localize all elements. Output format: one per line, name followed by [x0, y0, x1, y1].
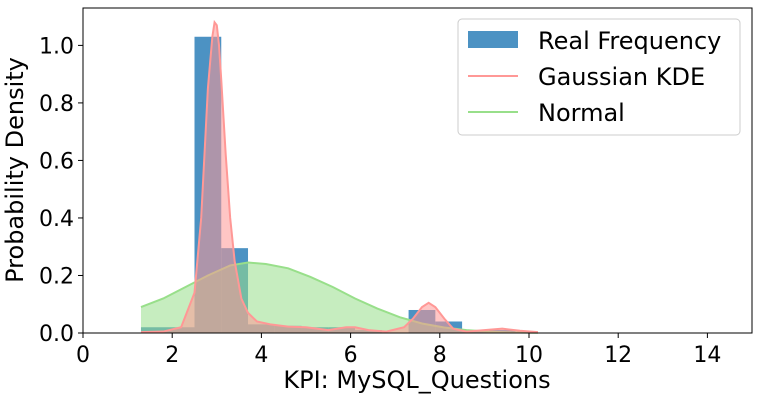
x-tick-label: 10: [515, 343, 543, 368]
legend-label-real-frequency: Real Frequency: [538, 27, 721, 55]
legend-box: [457, 18, 741, 136]
y-axis-label: Probability Density: [1, 57, 29, 283]
plot-frame: [82, 7, 753, 334]
plot-area: [140, 19, 539, 334]
y-tick-label: 0.0: [39, 322, 74, 347]
x-tick-label: 14: [693, 343, 721, 368]
x-tick-label: 2: [165, 343, 179, 368]
x-tick-label: 12: [604, 343, 632, 368]
y-tick-label: 0.4: [39, 207, 74, 232]
legend-swatch-real-frequency: [468, 31, 518, 48]
x-tick-label: 4: [254, 343, 268, 368]
gaussian-kde-curve-line: [140, 19, 539, 334]
legend-label-gaussian-kde: Gaussian KDE: [538, 63, 705, 91]
legend: Real Frequency Gaussian KDE Normal: [457, 18, 741, 136]
x-tick-label: 6: [344, 343, 358, 368]
x-tick-label: 8: [433, 343, 447, 368]
y-tick-label: 0.2: [39, 264, 74, 289]
y-tick-label: 1.0: [39, 34, 74, 59]
x-axis-label: KPI: MySQL_Questions: [283, 366, 550, 394]
x-tick-label: 0: [76, 343, 90, 368]
legend-label-normal: Normal: [538, 99, 625, 127]
y-tick-label: 0.8: [39, 92, 74, 117]
gaussian-kde-curve-area: [140, 22, 538, 334]
y-tick-label: 0.6: [39, 149, 74, 174]
axis-ticks: 0 2 4 6 8 10 12 14 0.0 0.2 0.4 0.6 0.8 1.0: [39, 34, 721, 368]
